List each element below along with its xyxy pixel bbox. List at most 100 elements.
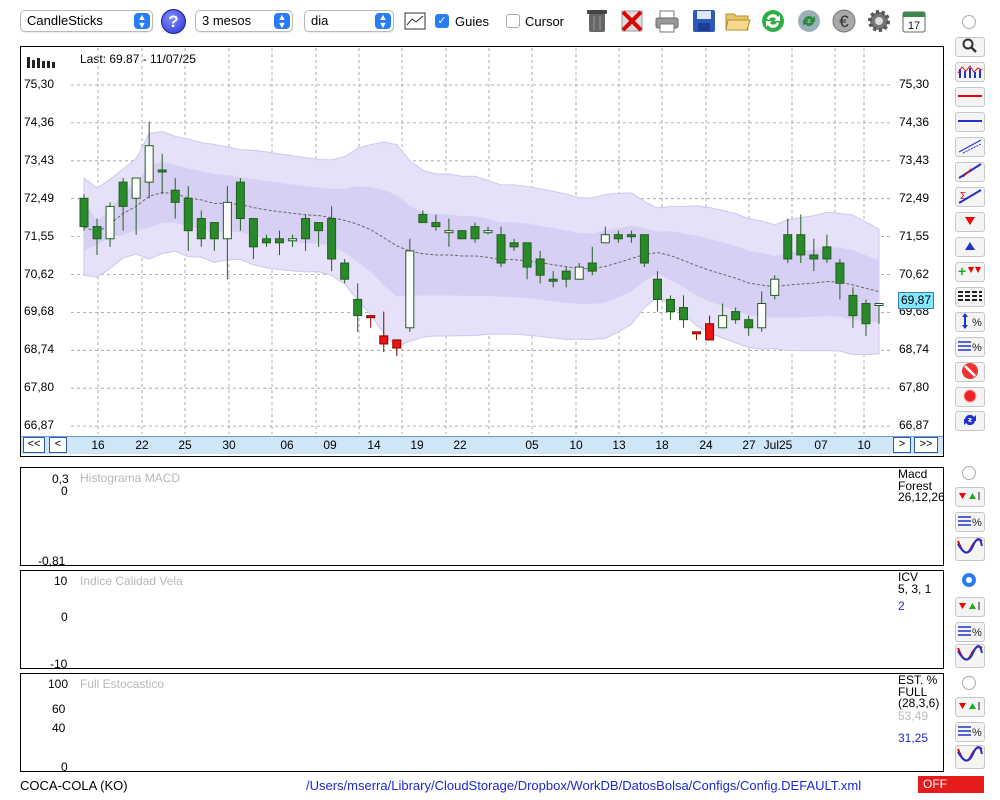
guides-checkbox[interactable]: ✓ [435,14,449,28]
curves-icon [957,644,983,668]
arrow-down-button[interactable] [955,212,985,232]
chart-type-select[interactable]: CandleSticks ▲ ▼ [20,10,153,32]
icv-panel[interactable] [20,570,944,669]
period-select[interactable]: 3 mesos ▲ ▼ [195,10,293,32]
date-x-label: 14 [367,438,381,452]
macd-curves-button[interactable] [955,537,985,561]
help-button[interactable]: ? [161,9,186,34]
folder-open-icon[interactable] [723,6,753,36]
stop-icon [961,362,979,383]
calendar-icon[interactable]: 17 [899,6,929,36]
bars-mode-icon[interactable] [27,54,57,71]
lines-list-button[interactable] [955,287,985,307]
stoch-lines-percent-button[interactable]: % [955,722,985,742]
interval-select[interactable]: dia ▲ ▼ [304,10,394,32]
gear-icon[interactable] [864,6,894,36]
macd-params: 26,12,26 [898,490,945,504]
macd-y-bottom: -0,81 [38,554,66,568]
horizontal-line-blue-button[interactable] [955,112,985,132]
scale-percent-icon: % [957,312,983,333]
stoch-curves-button[interactable] [955,745,985,769]
date-x-label: 25 [178,438,192,452]
candle-body [288,238,298,242]
trend-channel-button[interactable] [955,137,985,157]
candle-body [535,258,545,276]
lines-percent-button[interactable]: % [955,337,985,357]
chart-type-value: CandleSticks [27,13,103,28]
sigma-trend-button[interactable]: Σ [955,187,985,207]
candle-body [314,222,324,232]
candle-body [874,302,884,306]
date-x-label: 13 [612,438,626,452]
icv-panel-radio[interactable] [962,573,976,587]
candle-body [157,169,167,173]
add-indicator-button[interactable]: + [955,262,985,282]
stoch-panel[interactable] [20,673,944,772]
macd-panel-radio[interactable] [962,466,976,480]
bars-tool-button[interactable] [955,62,985,82]
candle-body [327,218,337,260]
svg-text:%: % [972,517,982,529]
trash-icon[interactable] [582,6,612,36]
stop-button[interactable] [955,362,985,382]
macd-lines-percent-button[interactable]: % [955,512,985,532]
horizontal-line-icon [957,90,983,104]
date-x-label: 06 [280,438,294,452]
price-y-label: 70,62 [24,266,55,281]
arrow-up-button[interactable] [955,237,985,257]
horizontal-line-red-button[interactable] [955,87,985,107]
print-icon[interactable] [652,6,682,36]
icv-arrows-button[interactable] [955,597,985,617]
arrow-down-icon [963,215,977,230]
trendline-icon [957,162,983,182]
price-y-label: 72,49 [24,190,55,205]
refresh-icon[interactable] [758,6,788,36]
time-scrollbar[interactable] [21,436,943,454]
price-y-label: 68,74 [24,342,55,357]
candle-body [79,197,89,228]
scale-percent-button[interactable]: % [955,312,985,332]
candle-body [848,294,858,317]
off-toggle[interactable]: OFF [918,776,984,793]
candle-body [353,298,363,317]
svg-text:+: + [958,264,966,278]
icv-curves-button[interactable] [955,644,985,668]
trendline-tool-button[interactable] [955,162,985,182]
config-path-link[interactable]: /Users/mserra/Library/CloudStorage/Dropb… [306,778,862,793]
scroll-prev-button[interactable]: < [49,437,67,453]
sync-icon[interactable] [794,6,824,36]
candle-body [444,230,454,234]
stoch-panel-radio[interactable] [962,676,976,690]
stoch-value1: 53,49 [898,709,929,723]
cursor-checkbox[interactable] [506,14,520,28]
record-button[interactable] [955,387,985,407]
macd-arrows-button[interactable] [955,487,985,507]
candle-body [196,218,206,240]
chart-view-icon[interactable] [400,6,430,36]
period-value: 3 mesos [202,13,252,28]
icv-lines-percent-button[interactable]: % [955,622,985,642]
zoom-tool-button[interactable] [955,37,985,57]
trendline-icon [957,138,983,157]
candle-body [144,145,154,183]
current-price-badge: 69,87 [898,292,934,309]
main-chart-radio[interactable] [962,15,976,29]
candle-body [613,234,623,240]
price-y-label-right: 70,62 [899,266,930,281]
scroll-first-button[interactable]: << [23,437,45,453]
reload-button[interactable] [955,411,985,431]
macd-panel[interactable] [20,467,944,566]
euro-icon[interactable]: € [829,6,859,36]
candle-body [600,234,610,244]
price-y-label-right: 68,74 [899,342,930,357]
stoch-arrows-button[interactable] [955,697,985,717]
candle-body [379,335,389,345]
cursor-label: Cursor [525,14,565,29]
scroll-next-button[interactable]: > [893,437,911,453]
macd-y-top: 0,3 [52,472,69,486]
delete-icon[interactable] [617,6,647,36]
calendar-day: 17 [908,20,920,32]
scroll-last-button[interactable]: >> [914,437,938,453]
save-icon[interactable] [689,6,719,36]
icv-y-zero: 0 [61,610,68,624]
